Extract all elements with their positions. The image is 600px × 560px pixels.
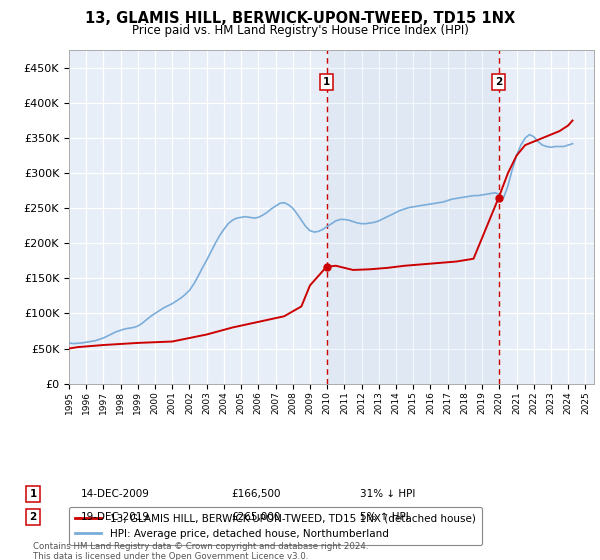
Text: 1: 1: [29, 489, 37, 499]
Legend: 13, GLAMIS HILL, BERWICK-UPON-TWEED, TD15 1NX (detached house), HPI: Average pri: 13, GLAMIS HILL, BERWICK-UPON-TWEED, TD1…: [69, 507, 482, 545]
Text: 5% ↑ HPI: 5% ↑ HPI: [360, 512, 409, 522]
Text: Price paid vs. HM Land Registry's House Price Index (HPI): Price paid vs. HM Land Registry's House …: [131, 24, 469, 37]
Text: Contains HM Land Registry data © Crown copyright and database right 2024.
This d: Contains HM Land Registry data © Crown c…: [33, 542, 368, 560]
Text: 2: 2: [495, 77, 502, 87]
Text: 13, GLAMIS HILL, BERWICK-UPON-TWEED, TD15 1NX: 13, GLAMIS HILL, BERWICK-UPON-TWEED, TD1…: [85, 11, 515, 26]
Bar: [326, 50, 499, 384]
Text: 14-DEC-2009: 14-DEC-2009: [81, 489, 150, 499]
Text: 2: 2: [29, 512, 37, 522]
Text: £265,000: £265,000: [231, 512, 280, 522]
Text: 1: 1: [323, 77, 330, 87]
Text: 31% ↓ HPI: 31% ↓ HPI: [360, 489, 415, 499]
Text: £166,500: £166,500: [231, 489, 281, 499]
Text: 19-DEC-2019: 19-DEC-2019: [81, 512, 150, 522]
